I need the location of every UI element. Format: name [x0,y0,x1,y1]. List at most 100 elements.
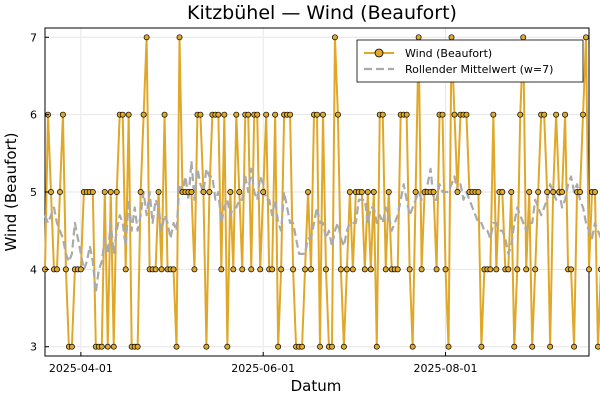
wind-data-point [340,343,347,350]
wind-data-point [418,266,425,273]
wind-data-point [134,343,141,350]
wind-data-point [559,189,566,195]
wind-data-point [68,343,75,350]
wind-data-point [448,34,455,41]
wind-data-point [346,189,353,195]
wind-data-point [445,343,452,350]
wind-data-point [48,189,54,195]
wind-data-point [203,343,210,350]
wind-data-point [227,189,234,195]
wind-data-point [104,343,111,350]
wind-data-point [59,111,66,118]
wind-data-point [269,266,276,273]
wind-data-point [367,266,374,273]
wind-data-point [364,189,371,195]
wind-data-point [514,266,521,273]
wind-data-point [382,266,389,273]
wind-data-point [323,266,329,273]
wind-data-point [89,189,96,195]
wind-data-point [475,189,482,195]
wind-data-point [299,343,305,350]
wind-data-point [107,189,114,195]
legend-wind-label: Wind (Beaufort) [405,47,492,60]
x-tick-label: 2025-08-01 [414,362,478,375]
wind-data-point [541,111,548,118]
wind-data-point [329,343,335,350]
wind-data-point [406,266,413,273]
wind-data-point [505,266,512,273]
wind-data-point [337,266,344,273]
wind-data-point [110,343,117,350]
wind-data-point [224,343,231,350]
wind-data-point [272,111,279,118]
y-tick-labels: 3 4 5 6 7 [30,31,49,354]
wind-data-point [409,343,416,350]
wind-data-point [245,111,252,118]
wind-data-point [122,266,129,273]
wind-data-point [302,266,308,273]
wind-data-point [535,189,542,195]
wind-data-point [113,189,120,195]
wind-data-point [415,34,422,41]
wind-data-point [233,111,240,118]
wind-data-point [239,266,246,273]
y-axis-label: Wind (Beaufort) [2,133,20,252]
wind-data-point [358,189,365,195]
wind-data-point [248,266,255,273]
wind-data-point [526,189,533,195]
legend: Wind (Beaufort) Rollender Mittelwert (w=… [356,39,584,83]
legend-box [356,39,584,83]
wind-data-point [305,189,311,195]
wind-data-point [191,266,198,273]
wind-data-point [370,189,377,195]
wind-data-point [490,111,497,118]
wind-data-point [523,266,530,273]
wind-data-point [57,189,63,195]
y-tick-label: 3 [30,341,37,354]
y-tick-label: 5 [30,186,37,199]
wind-data-point [493,266,500,273]
wind-data-point [215,111,222,118]
wind-data-point [403,111,410,118]
wind-data-point [77,266,84,273]
wind-data-point [583,34,589,41]
wind-data-point [200,189,207,195]
y-tick-label: 6 [30,109,37,122]
wind-data-point [161,111,168,118]
x-tick-label: 2025-04-01 [49,362,113,375]
wind-data-point [308,266,314,273]
wind-data-point [508,189,515,195]
wind-data-point [487,266,494,273]
wind-data-point [290,266,297,273]
wind-data-point [385,189,392,195]
wind-data-point [278,266,285,273]
wind-data-point [98,343,105,350]
series-group [42,34,600,350]
wind-data-point [206,189,213,195]
x-tick-labels: 2025-04-01 2025-06-01 2025-08-01 [49,352,478,375]
legend-wind-marker [374,48,384,58]
wind-data-point [275,343,282,350]
wind-data-point [170,266,177,273]
wind-data-point [119,111,126,118]
wind-data-point [577,189,583,195]
x-tick-label: 2025-06-01 [231,362,295,375]
y-tick-label: 4 [30,263,37,276]
wind-data-point [451,111,458,118]
wind-data-point [442,266,449,273]
wind-data-point [331,34,338,41]
wind-data-point [517,111,524,118]
wind-data-point [317,343,323,350]
wind-data-point [314,111,320,118]
wind-data-point [287,111,294,118]
x-axis-label: Datum [291,377,342,395]
wind-data-point [520,34,527,41]
wind-data-point [394,266,401,273]
wind-data-point [463,111,470,118]
wind-data-point [218,266,225,273]
wind-data-point [197,111,204,118]
wind-data-point [586,266,592,273]
wind-data-point [553,111,560,118]
wind-data-point [54,266,60,273]
